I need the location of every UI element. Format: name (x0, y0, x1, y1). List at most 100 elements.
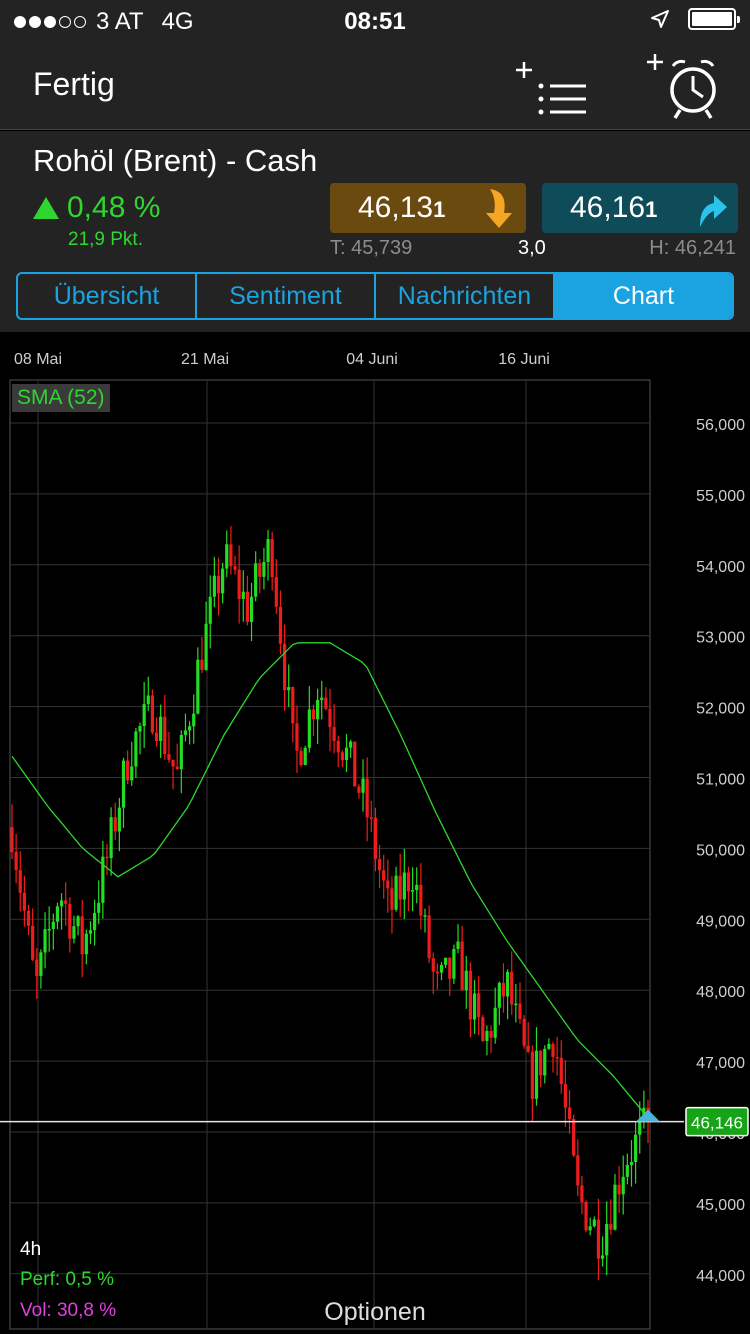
candle-body (221, 568, 225, 594)
candle-body (163, 716, 167, 755)
carrier-label: 3 AT (96, 8, 144, 35)
candle-body (493, 1007, 497, 1038)
performance-label: Perf: 0,5 % (20, 1269, 114, 1290)
candle-body (134, 731, 138, 767)
change-percent-value: 0,48 % (67, 191, 161, 224)
candle-body (464, 970, 468, 991)
candle-body (543, 1048, 547, 1076)
tab-chart[interactable]: Chart (555, 274, 732, 318)
sell-button[interactable]: 46,131 (330, 183, 526, 233)
candle-body (105, 856, 109, 859)
candle-body (344, 747, 349, 761)
candle-body (179, 734, 183, 770)
candle-body (299, 750, 303, 766)
candle-body (596, 1219, 601, 1259)
candle-body (563, 1084, 568, 1108)
quote-panel: Rohöl (Brent) - Cash 0,48 % 21,9 Pkt. 46… (0, 131, 750, 332)
add-watchlist-icon[interactable] (510, 52, 590, 122)
candle-body (489, 1030, 493, 1038)
candle-body (59, 900, 64, 907)
sma-indicator-label[interactable]: SMA (52) (12, 384, 110, 412)
candle-body (68, 903, 72, 939)
candle-body (216, 575, 221, 594)
candle-body (200, 659, 204, 670)
candle-body (183, 730, 188, 735)
candle-body (609, 1223, 613, 1230)
candle-body (117, 807, 121, 832)
candle-body (303, 747, 307, 766)
done-button[interactable]: Fertig (33, 66, 115, 102)
candle-body (613, 1184, 617, 1230)
candle-body (316, 700, 320, 720)
candle-body (187, 726, 192, 731)
buy-button[interactable]: 46,161 (542, 183, 738, 233)
location-arrow-icon (651, 10, 669, 28)
candle-body (600, 1255, 605, 1259)
candle-body (274, 577, 278, 607)
instrument-name: Rohöl (Brent) - Cash (33, 143, 318, 178)
candle-body (270, 539, 274, 578)
candle-body (266, 539, 270, 562)
candle-body (584, 1201, 588, 1231)
signal-strength-icon (14, 16, 86, 28)
candle-body (39, 952, 43, 976)
y-tick-label: 51,000 (696, 772, 745, 789)
candle-body (468, 970, 473, 1020)
y-tick-label: 50,000 (696, 842, 745, 859)
candle-body (514, 1003, 518, 1006)
candle-body (126, 760, 130, 781)
candle-body (328, 708, 332, 728)
candle-body (522, 1018, 526, 1046)
sma-line (11, 642, 649, 1119)
candle-body (245, 591, 250, 622)
tab-sentiment[interactable]: Sentiment (197, 274, 376, 318)
candle-body (567, 1107, 572, 1119)
candle-body (47, 928, 51, 931)
candle-body (592, 1219, 596, 1227)
chart-area[interactable]: 56,000 55,000 54,000 53,000 52,000 51,000 50,0… (0, 332, 750, 1334)
y-tick-label: 55,000 (696, 488, 745, 505)
y-tick-label: 48,000 (696, 984, 745, 1001)
candle-body (621, 1176, 625, 1195)
candle-body (572, 1118, 576, 1156)
candle-body (510, 971, 514, 1005)
candle-body (353, 741, 357, 787)
high-value: H: 46,241 (649, 237, 736, 259)
candle-body (452, 948, 456, 979)
current-price-badge (685, 1106, 749, 1137)
candle-body (377, 858, 382, 871)
candle-body (101, 856, 105, 903)
x-tick-label: 16 Juni (498, 351, 550, 368)
tab-nachrichten[interactable]: Nachrichten (376, 274, 555, 318)
status-bar: 3 AT 4G 08:51 (0, 0, 750, 42)
candle-body (142, 704, 146, 727)
candle-body (204, 623, 208, 670)
candle-body (121, 760, 126, 808)
candle-body (80, 916, 84, 955)
x-tick-label: 08 Mai (14, 351, 62, 368)
clock: 08:51 (344, 8, 406, 35)
options-button[interactable]: Optionen (324, 1298, 426, 1326)
add-alarm-icon[interactable] (642, 52, 722, 122)
candle-body (382, 870, 386, 881)
timeframe-label: 4h (20, 1239, 42, 1260)
tab-uebersicht[interactable]: Übersicht (18, 274, 197, 318)
candle-body (72, 926, 76, 939)
price-chart[interactable]: 56,000 55,000 54,000 53,000 52,000 51,000 50,0… (0, 332, 750, 1334)
plot-frame (9, 379, 651, 1330)
candle-body (249, 596, 254, 622)
candle-body (406, 872, 411, 892)
candle-body (311, 709, 316, 720)
candle-body (497, 982, 501, 1008)
candle-body (415, 884, 419, 891)
candle-body (605, 1223, 609, 1256)
candle-body (324, 697, 328, 709)
candle-body (472, 993, 477, 1020)
candle-body (154, 732, 159, 742)
arrow-up-icon (700, 195, 727, 227)
candle-body (51, 921, 55, 929)
y-tick-label: 47,000 (696, 1055, 745, 1072)
candle-body (390, 888, 394, 910)
candle-body (109, 817, 113, 859)
candle-body (208, 596, 212, 624)
